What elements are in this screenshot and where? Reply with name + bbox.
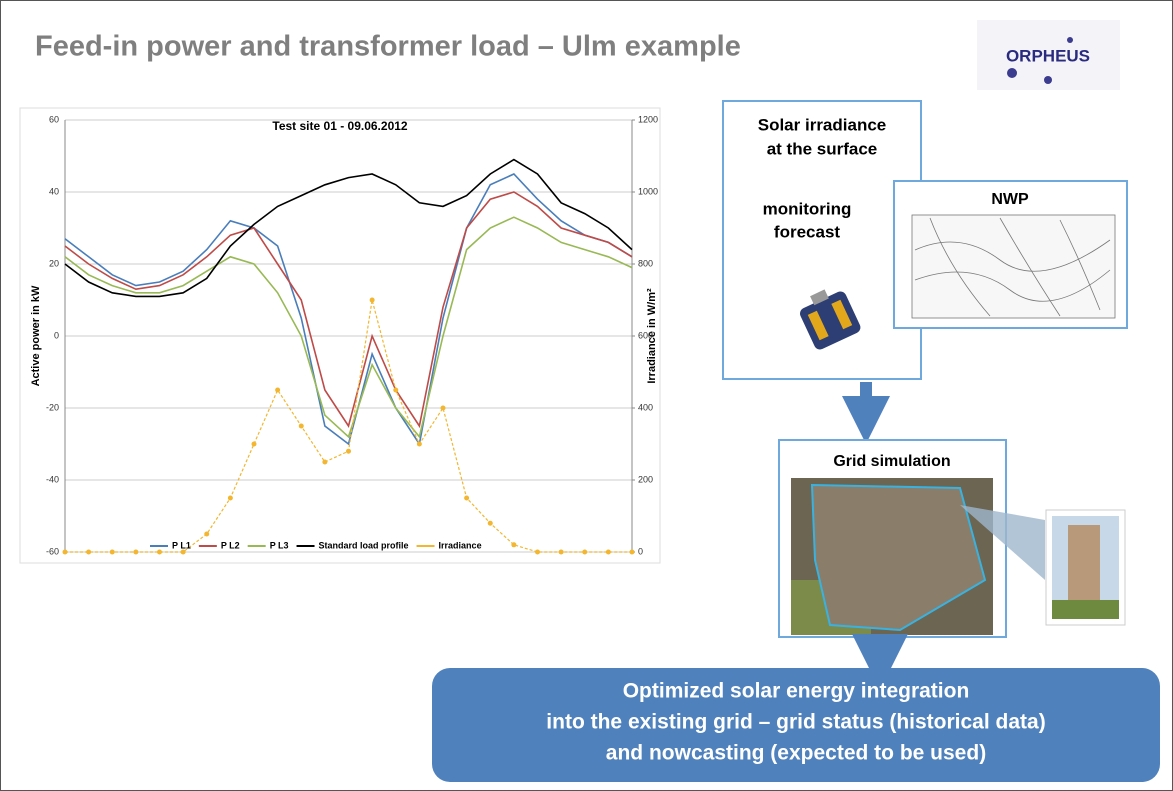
series-line xyxy=(62,297,635,555)
satellite-icon xyxy=(800,289,861,350)
chart-frame xyxy=(19,107,661,564)
y2-tick-label: 600 xyxy=(638,330,653,340)
legend-label: Irradiance xyxy=(439,540,482,550)
legend-label: P L2 xyxy=(221,540,240,550)
legend-label: Standard load profile xyxy=(319,540,409,550)
y2-tick-label: 200 xyxy=(638,474,653,484)
y2-tick-label: 1200 xyxy=(638,114,658,124)
chart-title: Test site 01 - 09.06.2012 xyxy=(272,119,408,133)
solar-title: at the surface xyxy=(767,139,878,158)
aerial-photo xyxy=(791,478,993,635)
logo-text: ORPHEUS xyxy=(1006,46,1090,65)
logo: ORPHEUS xyxy=(977,20,1120,90)
solar-sub: monitoring xyxy=(763,199,852,218)
y-tick-label: -60 xyxy=(46,546,59,556)
conclusion-text: Optimized solar energy integration xyxy=(623,680,970,703)
y2-tick-label: 1000 xyxy=(638,186,658,196)
y2-tick-label: 800 xyxy=(638,258,653,268)
slide-title: Feed-in power and transformer load – Ulm… xyxy=(35,31,741,63)
nwp-map xyxy=(911,214,1116,319)
series-line xyxy=(64,158,633,298)
legend-label: P L3 xyxy=(270,540,289,550)
y2-axis-title: Irradiance in W/m² xyxy=(646,288,658,384)
y-tick-label: -40 xyxy=(46,474,59,484)
chart: Test site 01 - 09.06.2012 Active power i… xyxy=(19,107,661,564)
y-tick-label: 20 xyxy=(49,258,59,268)
y2-tick-label: 0 xyxy=(638,546,643,556)
y2-tick-label: 400 xyxy=(638,402,653,412)
solar-sub: forecast xyxy=(774,222,840,241)
conclusion-text: into the existing grid – grid status (hi… xyxy=(546,711,1045,734)
conclusion-box xyxy=(432,668,1160,782)
y-tick-label: 0 xyxy=(54,330,59,340)
legend-label: P L1 xyxy=(172,540,191,550)
diagram: Solar irradiance at the surface monitori… xyxy=(432,100,1160,782)
conclusion-text: and nowcasting (expected to be used) xyxy=(606,742,986,765)
tower-photo xyxy=(1045,509,1126,626)
nwp-title: NWP xyxy=(991,191,1029,208)
y-axis-title: Active power in kW xyxy=(30,285,42,386)
y-tick-label: 60 xyxy=(49,114,59,124)
y-tick-label: -20 xyxy=(46,402,59,412)
grid-title: Grid simulation xyxy=(833,453,950,470)
solar-title: Solar irradiance xyxy=(758,115,887,134)
callout xyxy=(960,505,1045,580)
y-tick-label: 40 xyxy=(49,186,59,196)
